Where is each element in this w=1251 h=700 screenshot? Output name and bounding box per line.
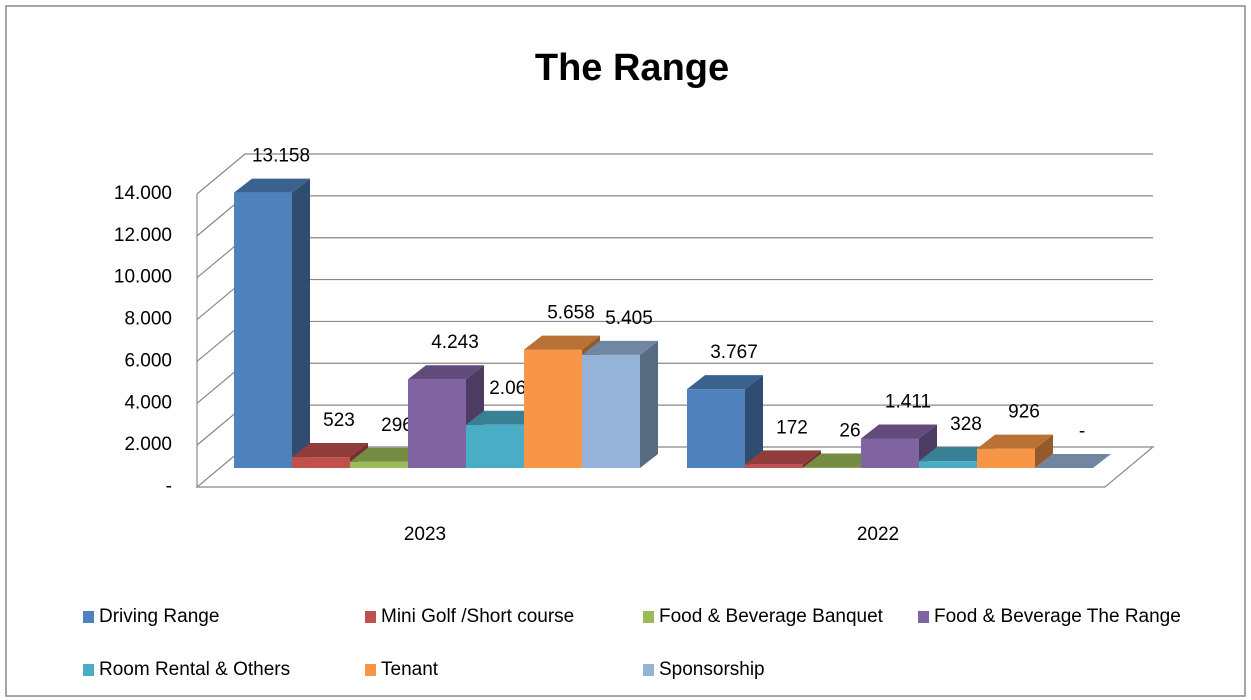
legend-label: Food & Beverage The Range	[934, 606, 1181, 627]
bar-top	[861, 424, 937, 439]
y-tick-label: 6.000	[124, 350, 172, 371]
data-label: 328	[950, 414, 982, 435]
y-tick-label: 10.000	[114, 267, 172, 288]
legend-swatch	[365, 611, 376, 623]
legend-label: Driving Range	[99, 606, 219, 627]
legend-label: Sponsorship	[659, 659, 765, 680]
bar	[234, 192, 292, 468]
data-label: 5.658	[547, 303, 595, 324]
y-tick-label: 2.000	[124, 434, 172, 455]
bar-side	[292, 178, 310, 468]
bar-top	[582, 340, 658, 355]
data-label: 26	[839, 420, 860, 441]
data-label: 4.243	[431, 332, 479, 353]
bar-top	[745, 450, 821, 465]
y-tick-label: 8.000	[124, 309, 172, 330]
bar-top	[919, 447, 995, 462]
y-tick-label: 14.000	[114, 183, 172, 204]
legend-label: Tenant	[381, 659, 439, 680]
bar	[861, 438, 919, 468]
bar	[919, 461, 977, 468]
bar	[350, 461, 408, 468]
y-tick-label: -	[166, 476, 172, 497]
bar	[582, 354, 640, 468]
bar-side	[1035, 434, 1053, 468]
legend-swatch	[365, 664, 376, 676]
bar-side	[640, 340, 658, 468]
bar-top	[292, 443, 368, 458]
legend-label: Room Rental & Others	[99, 659, 290, 680]
data-label: 3.767	[710, 342, 758, 363]
bar-top	[466, 410, 542, 425]
bar-top	[524, 335, 600, 350]
bar-top	[350, 447, 426, 462]
bar	[292, 457, 350, 468]
data-label: 523	[323, 410, 355, 431]
data-label: 926	[1008, 402, 1040, 423]
bar-side	[745, 375, 763, 468]
bar-side	[803, 450, 821, 468]
y-tick-label: 12.000	[114, 225, 172, 246]
data-label: 5.405	[605, 308, 653, 329]
grid-line	[196, 153, 1153, 195]
bar-top	[408, 365, 484, 380]
y-tick-label: 4.000	[124, 392, 172, 413]
bar	[466, 424, 524, 468]
data-label: 1.411	[885, 391, 931, 412]
bar	[687, 389, 745, 468]
legend-label: Food & Beverage Banquet	[659, 606, 884, 627]
bar-top	[803, 453, 879, 468]
x-tick-label: 2022	[857, 524, 899, 545]
bar	[803, 467, 861, 468]
legend-swatch	[918, 611, 929, 623]
bar	[745, 464, 803, 468]
legend-swatch	[643, 611, 654, 623]
bar	[408, 379, 466, 468]
bar	[977, 448, 1035, 468]
bar-top	[1035, 454, 1111, 468]
bar-top	[977, 434, 1053, 449]
legend-swatch	[83, 664, 94, 676]
chart-title: The Range	[535, 47, 729, 89]
legend-label: Mini Golf /Short course	[381, 606, 574, 627]
legend-swatch	[643, 664, 654, 676]
data-label: 296	[381, 415, 413, 436]
data-label: -	[1079, 421, 1085, 442]
data-label: 172	[776, 417, 808, 438]
legend-swatch	[83, 611, 94, 623]
bar-top	[687, 375, 763, 390]
bar-top	[234, 178, 310, 193]
bar	[524, 349, 582, 468]
data-label: 13.158	[252, 146, 310, 167]
x-tick-label: 2023	[404, 524, 446, 545]
